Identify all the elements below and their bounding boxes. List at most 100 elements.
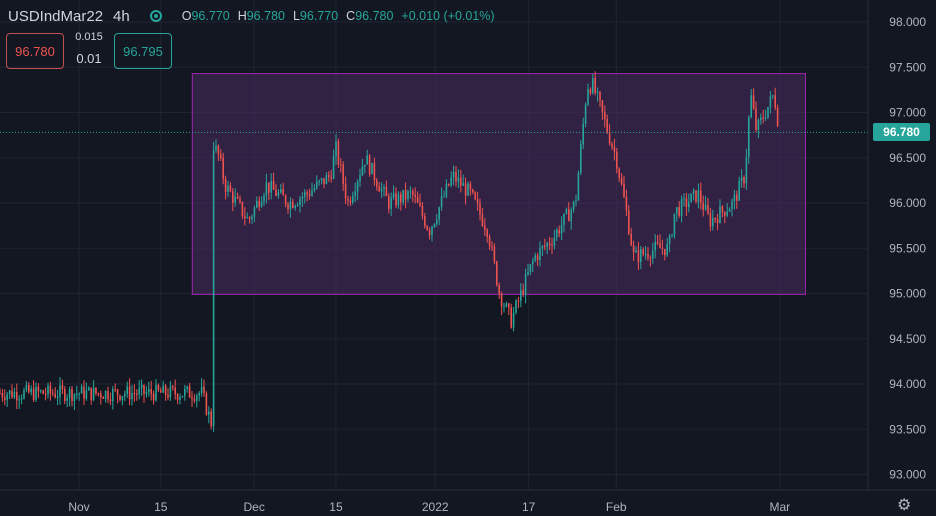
candle-body bbox=[124, 394, 126, 397]
candle-body bbox=[157, 385, 160, 391]
timeframe[interactable]: 4h bbox=[113, 7, 130, 25]
candle bbox=[548, 236, 551, 250]
candle-body bbox=[100, 393, 102, 398]
candle bbox=[587, 83, 589, 106]
close-label: C bbox=[346, 9, 356, 23]
candle bbox=[395, 187, 397, 209]
candle-body bbox=[210, 411, 212, 427]
candle bbox=[150, 380, 152, 401]
candle bbox=[546, 241, 548, 255]
candle bbox=[210, 408, 212, 430]
candle bbox=[248, 216, 251, 224]
candle-body bbox=[155, 385, 157, 401]
time-axis[interactable]: Nov 15 Dec 15 2022 17 Feb Mar bbox=[0, 489, 936, 514]
candle bbox=[402, 189, 404, 206]
candle-body bbox=[54, 393, 56, 398]
candle bbox=[726, 203, 728, 218]
candle bbox=[284, 194, 287, 208]
candle-body bbox=[736, 194, 738, 201]
candle-body bbox=[620, 177, 623, 185]
candle bbox=[647, 247, 649, 261]
candle bbox=[128, 378, 131, 406]
candle bbox=[565, 207, 568, 215]
candle bbox=[83, 380, 85, 405]
candle bbox=[457, 169, 460, 189]
candle bbox=[692, 188, 695, 201]
candle-body bbox=[582, 123, 584, 145]
candle-body bbox=[719, 206, 721, 223]
open-value: 96.770 bbox=[191, 9, 230, 23]
gear-icon[interactable]: ⚙ bbox=[897, 497, 912, 514]
ohlc-values: O 96.770 H 96.780 L 96.770 C 96.780 +0.010 (… bbox=[182, 9, 503, 23]
candle bbox=[707, 197, 709, 216]
candle bbox=[148, 381, 150, 397]
y-tick-label: 97.000 bbox=[889, 106, 926, 120]
candle-body bbox=[700, 190, 702, 203]
candle-body bbox=[436, 219, 438, 224]
range-rectangle[interactable] bbox=[191, 73, 806, 295]
candle bbox=[241, 201, 244, 220]
candle-body bbox=[632, 245, 635, 253]
candle bbox=[474, 191, 476, 201]
price-axis[interactable]: 98.000 97.500 97.000 96.500 96.000 95.500 95.0… bbox=[867, 0, 926, 490]
candle-body bbox=[308, 194, 311, 196]
y-tick-label: 97.500 bbox=[889, 60, 926, 74]
candle-body bbox=[356, 181, 359, 192]
candle-body bbox=[236, 196, 239, 199]
candle bbox=[265, 173, 268, 204]
candle bbox=[328, 171, 330, 182]
candle-body bbox=[616, 151, 618, 169]
candle bbox=[666, 238, 668, 257]
candle bbox=[469, 181, 472, 196]
candle-body bbox=[469, 183, 472, 190]
candle bbox=[188, 383, 191, 398]
candle-body bbox=[664, 248, 666, 256]
candle-body bbox=[112, 389, 114, 402]
candle bbox=[767, 106, 769, 120]
candle-body bbox=[280, 189, 282, 193]
quantity-value[interactable]: 0.01 bbox=[76, 51, 102, 66]
candle bbox=[222, 152, 224, 185]
candle-body bbox=[637, 250, 640, 262]
candle bbox=[25, 381, 28, 393]
candle bbox=[539, 241, 541, 267]
candle bbox=[320, 177, 323, 185]
x-tick-label: 15 bbox=[154, 500, 168, 514]
candle bbox=[71, 385, 73, 407]
candle bbox=[704, 196, 707, 211]
candle bbox=[472, 188, 474, 195]
candle-body bbox=[472, 189, 474, 193]
candle-body bbox=[131, 393, 133, 400]
candle bbox=[776, 104, 779, 128]
close-value: 96.780 bbox=[355, 9, 394, 23]
candle bbox=[481, 207, 484, 228]
candle bbox=[685, 192, 688, 216]
candle-body bbox=[512, 312, 515, 328]
candle bbox=[414, 187, 416, 204]
candle bbox=[409, 186, 412, 199]
candle-body bbox=[649, 257, 652, 259]
candle bbox=[656, 234, 659, 246]
candle-body bbox=[313, 188, 316, 191]
candle-body bbox=[328, 175, 330, 177]
sell-button[interactable]: 96.780 bbox=[6, 33, 64, 69]
candle bbox=[450, 171, 452, 188]
candle bbox=[517, 296, 520, 309]
symbol-name[interactable]: USDIndMar22 bbox=[8, 7, 104, 25]
candle-body bbox=[49, 385, 52, 394]
candle bbox=[44, 387, 47, 401]
candle bbox=[560, 216, 563, 241]
candle-body bbox=[479, 203, 481, 215]
candle-body bbox=[584, 104, 587, 124]
candle bbox=[541, 244, 544, 256]
candle bbox=[217, 144, 220, 162]
candle bbox=[714, 217, 716, 223]
candle bbox=[428, 227, 431, 240]
candle bbox=[268, 182, 270, 201]
candle bbox=[380, 182, 383, 198]
candle-body bbox=[575, 200, 577, 202]
buy-button[interactable]: 96.795 bbox=[114, 33, 172, 69]
candle-body bbox=[613, 146, 616, 152]
candle bbox=[596, 87, 599, 102]
